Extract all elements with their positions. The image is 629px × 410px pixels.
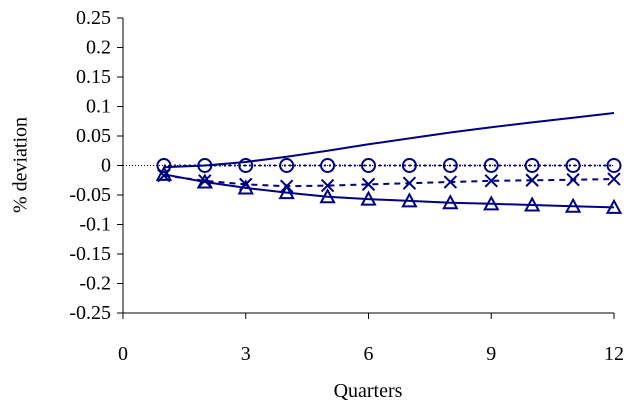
circle-marker [238,158,254,173]
triangle-marker [401,192,418,208]
y-axis-title: % deviation [10,117,32,213]
circle-marker [401,158,417,173]
x-marker [566,172,580,187]
y-tick-label: -0.05 [69,184,111,206]
x-tick-label: 9 [486,343,496,365]
y-tick-label: 0.05 [76,125,111,147]
triangle-marker [564,197,582,213]
circle-marker [606,158,622,173]
circle-marker [279,158,295,173]
y-tick-label: 0.15 [76,66,111,88]
y-tick-label: 0.1 [86,96,111,118]
x-marker [443,175,458,189]
circle-marker [483,158,499,173]
x-tick-label: 6 [364,343,374,365]
triangle-marker [278,184,295,200]
triangle-marker [196,173,214,189]
triangle-marker [483,195,500,211]
triangle-marker [319,188,336,204]
x-tick-label: 0 [118,343,128,365]
y-tick-label: 0 [101,155,111,177]
x-marker [320,178,335,193]
triangle-marker [523,196,541,212]
x-marker [484,174,498,188]
y-tick-label: -0.25 [69,302,111,324]
x-marker [607,172,621,186]
circle-marker [565,158,581,173]
circle-marker [524,158,540,173]
triangle-marker [442,194,459,210]
x-marker [402,176,417,190]
series-4-line [163,173,615,209]
x-marker [361,177,376,192]
circle-marker [320,158,336,173]
triangle-marker [155,165,173,181]
x-axis-title: Quarters [334,380,403,402]
series-3-line [163,174,615,188]
circle-marker [197,158,213,173]
triangle-marker [237,179,254,195]
x-marker [525,173,539,187]
circle-marker [361,158,376,173]
y-tick-label: 0.2 [86,37,111,59]
y-tick-label: -0.1 [79,214,111,236]
y-tick-label: -0.15 [69,243,111,265]
triangle-marker [360,190,377,206]
x-tick-label: 12 [604,343,624,365]
y-tick-label: 0.25 [76,7,111,29]
x-tick-label: 3 [241,343,251,365]
circle-marker [442,158,458,173]
triangle-marker [605,198,623,214]
y-tick-label: -0.2 [79,273,111,295]
circle-marker [156,158,172,173]
series-1-line [163,112,615,169]
